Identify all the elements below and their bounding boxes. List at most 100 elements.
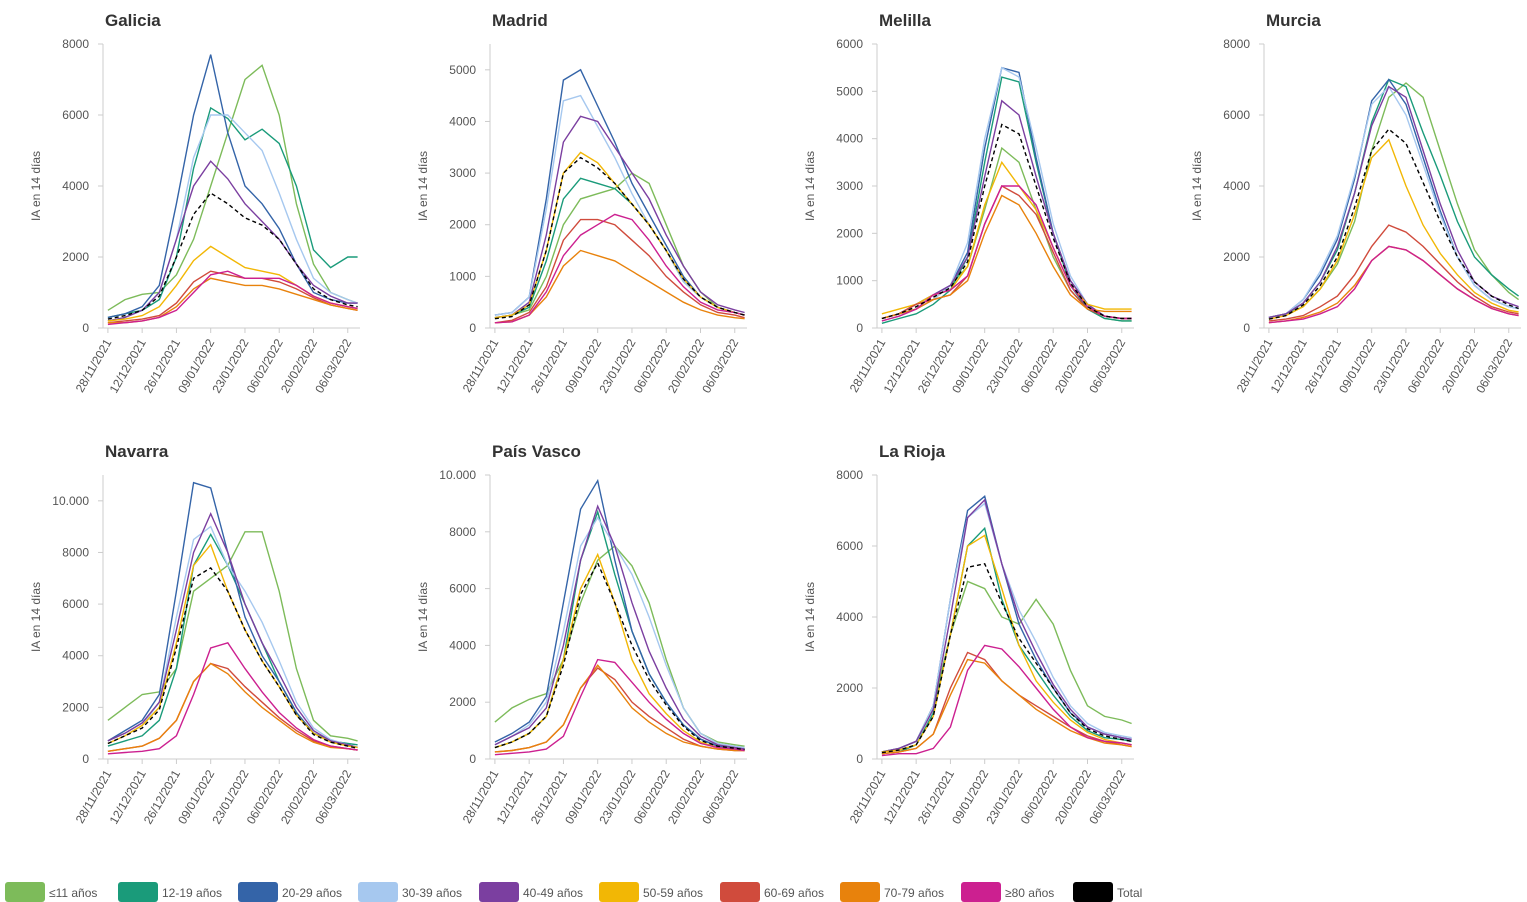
y-tick-label: 1000 xyxy=(449,269,476,283)
legend-swatch xyxy=(479,882,519,902)
y-tick-label: 2000 xyxy=(836,681,863,695)
y-tick-label: 2000 xyxy=(62,250,89,264)
series-line xyxy=(1268,128,1519,320)
series-line xyxy=(107,270,358,324)
series-line xyxy=(107,54,358,319)
series-line xyxy=(1268,224,1519,322)
series-line xyxy=(881,185,1132,320)
y-axis-label: IA en 14 días xyxy=(416,151,430,221)
legend-swatch xyxy=(358,882,398,902)
series-line xyxy=(881,194,1132,320)
series-line xyxy=(1268,138,1519,320)
series-line xyxy=(494,561,745,751)
series-line xyxy=(494,664,745,753)
y-axis-label: IA en 14 días xyxy=(29,151,43,221)
legend-swatch xyxy=(118,882,158,902)
legend-label: Total xyxy=(1117,886,1142,900)
y-tick-label: 5000 xyxy=(836,84,863,98)
series-line xyxy=(881,146,1132,322)
legend-swatch xyxy=(5,882,45,902)
y-tick-label: 4000 xyxy=(62,649,89,663)
y-tick-label: 0 xyxy=(469,752,476,766)
y-tick-label: 8000 xyxy=(1223,37,1250,51)
series-line xyxy=(107,662,358,752)
chart-panel: Madrid IA en 14 días 0 1000 2000 3000 4000 5000… xyxy=(416,11,747,396)
series-line xyxy=(881,563,1132,754)
y-tick-label: 2000 xyxy=(1223,250,1250,264)
y-tick-label: 4000 xyxy=(62,179,89,193)
y-tick-label: 2000 xyxy=(836,226,863,240)
series-line xyxy=(107,270,358,326)
series-line xyxy=(881,495,1132,753)
y-tick-label: 0 xyxy=(469,321,476,335)
y-tick-label: 6000 xyxy=(836,37,863,51)
y-tick-label: 6000 xyxy=(449,582,476,596)
legend-label: 50-59 años xyxy=(643,886,703,900)
series-line xyxy=(494,115,745,319)
chart-title: Madrid xyxy=(492,11,548,30)
legend-swatch xyxy=(238,882,278,902)
series-line xyxy=(881,534,1132,753)
series-line xyxy=(494,172,745,319)
y-tick-label: 8000 xyxy=(62,37,89,51)
y-tick-label: 0 xyxy=(856,321,863,335)
series-line xyxy=(881,76,1132,324)
chart-title: Murcia xyxy=(1266,11,1321,30)
y-tick-label: 8000 xyxy=(62,545,89,559)
legend-label: 70-79 años xyxy=(884,886,944,900)
legend-swatch xyxy=(599,882,639,902)
series-line xyxy=(1268,245,1519,324)
series-line xyxy=(881,526,1132,755)
legend-label: 30-39 años xyxy=(402,886,462,900)
y-axis-label: IA en 14 días xyxy=(416,582,430,652)
y-tick-label: 0 xyxy=(856,752,863,766)
series-line xyxy=(494,658,745,756)
legend-swatch xyxy=(840,882,880,902)
y-tick-label: 0 xyxy=(1243,321,1250,335)
y-tick-label: 0 xyxy=(82,321,89,335)
y-tick-label: 6000 xyxy=(836,539,863,553)
y-tick-label: 4000 xyxy=(836,132,863,146)
series-line xyxy=(107,160,358,322)
legend-swatch xyxy=(961,882,1001,902)
series-line xyxy=(494,504,745,750)
series-line xyxy=(881,658,1132,755)
y-axis-label: IA en 14 días xyxy=(803,582,817,652)
series-line xyxy=(1268,245,1519,324)
series-line xyxy=(107,641,358,755)
series-line xyxy=(494,516,745,749)
series-line xyxy=(1268,85,1519,319)
y-tick-label: 10.000 xyxy=(52,494,89,508)
y-tick-label: 4000 xyxy=(1223,179,1250,193)
series-line xyxy=(881,498,1132,753)
y-tick-label: 8000 xyxy=(836,468,863,482)
series-line xyxy=(107,106,358,319)
y-axis-label: IA en 14 días xyxy=(803,151,817,221)
y-tick-label: 2000 xyxy=(449,218,476,232)
series-line xyxy=(107,511,358,749)
legend-swatch xyxy=(1073,882,1113,902)
y-tick-label: 8000 xyxy=(449,525,476,539)
series-line xyxy=(1268,85,1519,319)
y-tick-label: 4000 xyxy=(449,114,476,128)
y-tick-label: 6000 xyxy=(62,108,89,122)
legend-label: 40-49 años xyxy=(523,886,583,900)
series-line xyxy=(107,64,358,311)
series-line xyxy=(881,160,1132,315)
series-line xyxy=(1268,78,1519,319)
legend-label: ≤11 años xyxy=(49,886,97,900)
y-axis-label: IA en 14 días xyxy=(1190,151,1204,221)
series-line xyxy=(107,531,358,742)
series-line xyxy=(881,123,1132,320)
y-tick-label: 4000 xyxy=(836,610,863,624)
series-line xyxy=(494,156,745,320)
chart-title: Melilla xyxy=(879,11,932,30)
y-tick-label: 1000 xyxy=(836,274,863,288)
legend-label: ≥80 años xyxy=(1005,886,1054,900)
y-tick-label: 2000 xyxy=(449,695,476,709)
chart-title: Navarra xyxy=(105,442,169,461)
